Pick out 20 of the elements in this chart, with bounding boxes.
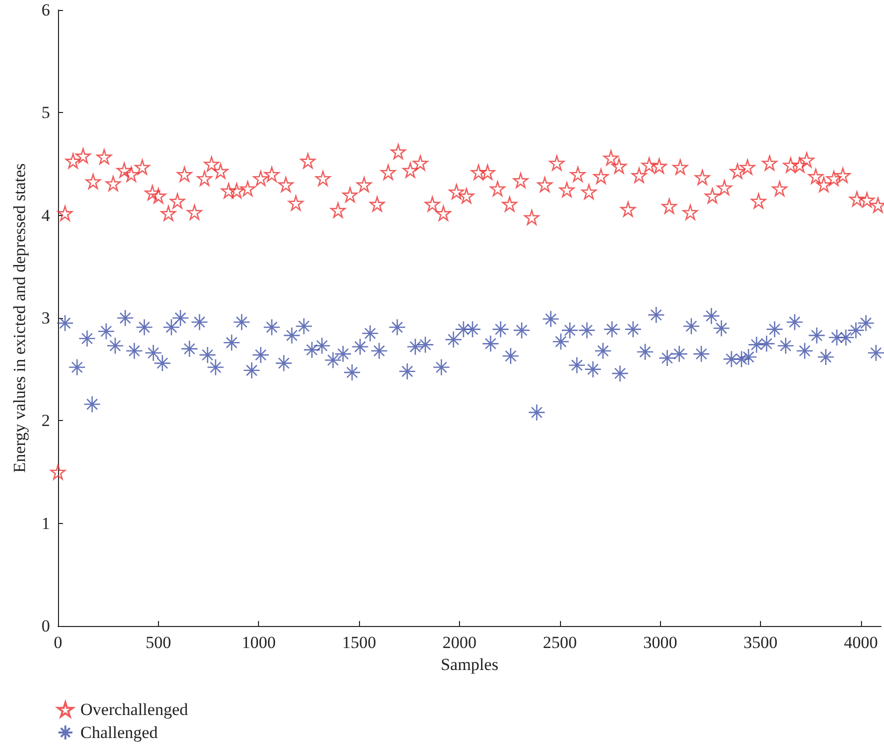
legend-label: Overchallenged [80,700,188,719]
x-tick-label: 500 [146,633,172,652]
x-tick-label: 1000 [242,633,276,652]
x-axis-title: Samples [440,654,498,674]
y-tick-label: 4 [42,206,50,225]
x-tick-label: 4000 [844,633,878,652]
x-tick-label: 3500 [744,633,778,652]
x-tick-label: 2000 [442,633,476,652]
y-tick-label: 5 [42,103,50,122]
x-tick-label: 3000 [643,633,678,652]
y-tick-label: 6 [42,0,50,20]
x-tick-label: 2500 [542,633,577,652]
y-tick-label: 0 [42,616,50,636]
x-tick-label: 1500 [342,633,376,652]
y-tick-label: 3 [42,308,50,328]
y-tick-label: 1 [42,514,50,533]
x-tick-label: 0 [54,633,62,652]
y-tick-label: 2 [42,411,50,430]
y-axis-title: Energy values in exicted and depressed states [10,163,29,473]
legend-label: Challenged [80,723,158,742]
